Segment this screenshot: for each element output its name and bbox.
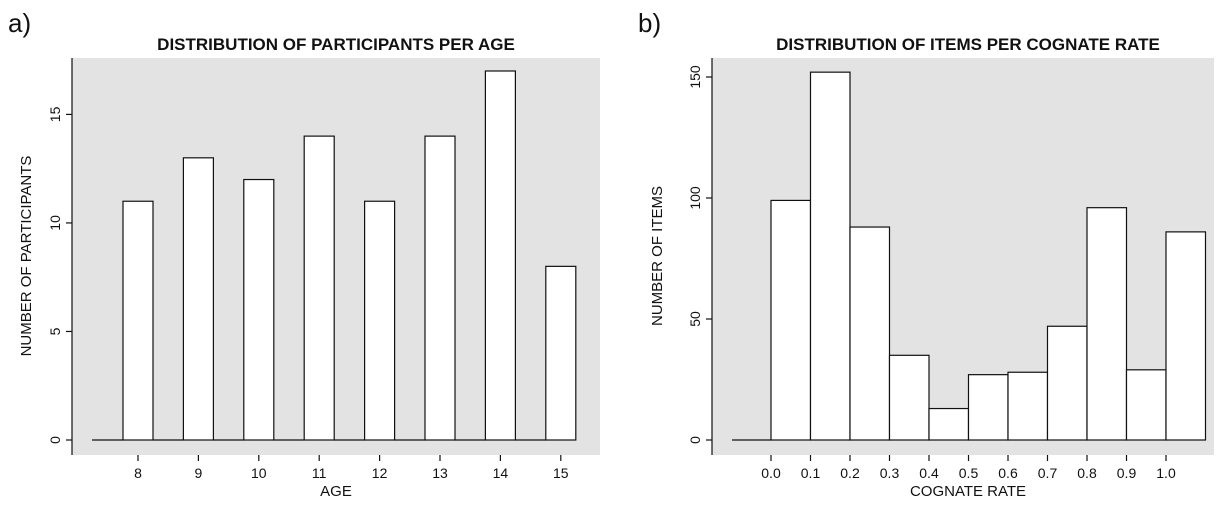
chart-a-bar-13 [424, 135, 456, 441]
cognate-rate-chart: DISTRIBUTION OF ITEMS PER COGNATE RATE 0… [649, 35, 1214, 500]
chart-a-y-tick-label-0: 0 [47, 436, 63, 444]
chart-b-x-tick-label-5: 0.5 [959, 465, 979, 481]
chart-a-bar-15 [545, 265, 577, 441]
chart-b-x-tick-label-2: 0.2 [840, 465, 860, 481]
chart-a-y-tick-label-2: 10 [47, 215, 63, 231]
chart-b-title: DISTRIBUTION OF ITEMS PER COGNATE RATE [776, 35, 1160, 54]
chart-b-bar-4 [928, 407, 970, 441]
chart-a-bar-10 [243, 178, 275, 441]
chart-b-y-tick-label-3: 150 [687, 65, 703, 89]
chart-a-x-tick-label-11: 11 [312, 465, 327, 481]
chart-a-x-ticks: 8 9 10 11 12 13 14 15 [134, 455, 569, 481]
chart-a-x-tick-label-14: 14 [493, 465, 509, 481]
chart-b-bar-8 [1086, 207, 1128, 441]
age-distribution-chart: DISTRIBUTION OF PARTICIPANTS PER AGE 0 5 1… [18, 35, 600, 500]
chart-b-y-tick-label-2: 100 [687, 186, 703, 210]
chart-a-x-tick-label-15: 15 [553, 465, 569, 481]
chart-b-x-tick-label-8: 0.8 [1077, 465, 1097, 481]
chart-b-bar-6 [1007, 371, 1049, 441]
chart-b-bar-7 [1046, 325, 1088, 441]
chart-a-x-tick-label-12: 12 [372, 465, 388, 481]
chart-b-x-tick-label-6: 0.6 [998, 465, 1018, 481]
chart-a-bar-9 [182, 157, 214, 441]
chart-a-title: DISTRIBUTION OF PARTICIPANTS PER AGE [157, 35, 515, 54]
chart-a-x-tick-label-13: 13 [432, 465, 448, 481]
chart-b-y-tick-label-0: 0 [687, 436, 703, 444]
chart-a-bar-11 [303, 135, 335, 441]
chart-b-x-tick-label-0: 0.0 [761, 465, 781, 481]
chart-b-y-ticks: 0 50 100 150 [687, 65, 712, 444]
chart-a-y-tick-label-1: 5 [47, 327, 63, 335]
chart-b-x-tick-label-7: 0.7 [1038, 465, 1058, 481]
chart-a-y-tick-label-3: 15 [47, 106, 63, 122]
chart-b-bar-2 [849, 226, 891, 441]
panel-a-letter: a) [8, 8, 32, 38]
chart-a-bars [92, 70, 577, 441]
chart-a-y-ticks: 0 5 10 15 [47, 106, 72, 444]
chart-b-x-label: COGNATE RATE [910, 483, 1026, 500]
chart-b-y-tick-label-1: 50 [687, 311, 703, 327]
chart-a-x-tick-label-9: 9 [195, 465, 203, 481]
chart-a-bar-12 [364, 200, 396, 441]
chart-a-bar-14 [484, 70, 516, 441]
chart-b-x-tick-label-3: 0.3 [880, 465, 900, 481]
chart-b-bars [732, 71, 1207, 441]
chart-b-x-tick-label-9: 0.9 [1117, 465, 1137, 481]
chart-a-bar-8 [122, 200, 154, 441]
chart-a-y-label: NUMBER OF PARTICIPANTS [18, 156, 35, 357]
chart-b-bar-3 [888, 354, 930, 441]
chart-b-bar-10 [1165, 231, 1207, 441]
chart-b-bar-9 [1125, 369, 1167, 441]
chart-b-x-tick-label-10: 1.0 [1156, 465, 1176, 481]
chart-b-bar-1 [809, 71, 851, 441]
chart-b-bar-0 [770, 199, 812, 441]
chart-b-y-label: NUMBER OF ITEMS [649, 186, 666, 326]
chart-b-x-ticks: 0.0 0.1 0.2 0.3 0.4 0.5 0.6 0.7 0.8 0.9 1.0 [761, 455, 1176, 481]
chart-a-x-label: AGE [320, 483, 352, 500]
chart-a-x-tick-label-10: 10 [251, 465, 267, 481]
chart-b-x-tick-label-1: 0.1 [801, 465, 821, 481]
panel-b-letter: b) [638, 8, 662, 38]
chart-a-x-tick-label-8: 8 [134, 465, 142, 481]
chart-b-x-tick-label-4: 0.4 [919, 465, 939, 481]
chart-b-bar-5 [967, 374, 1009, 441]
